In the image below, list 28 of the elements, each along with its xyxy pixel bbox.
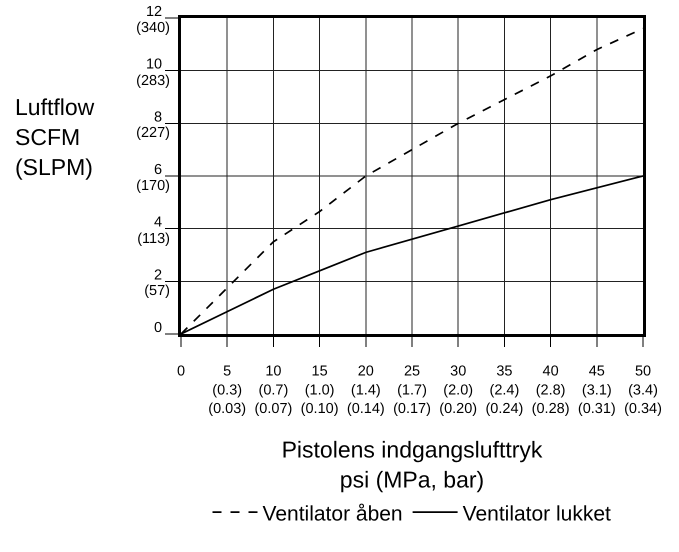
legend-label: Ventilator lukket [462, 502, 612, 526]
y2-tick-label: (57) [144, 283, 170, 300]
x-tick-label: 20 (1.4) (0.14) [346, 363, 385, 418]
x-tick-label: 45 (3.1) (0.31) [578, 363, 616, 418]
y-tick-label: 10 [146, 56, 162, 73]
x-tick-label: 50 (3.4) (0.34) [624, 363, 662, 418]
y-tick-label: 12 [146, 4, 162, 20]
y2-tick-label: (227) [136, 125, 170, 142]
y-tick-label: 2 [154, 267, 162, 284]
y2-tick-label: (170) [136, 178, 170, 194]
x-tick-label: 25 (1.7) (0.17) [393, 363, 431, 418]
y2-tick-label: (283) [136, 73, 170, 90]
y2-axis-title: Luftflow SCFM (SLPM) [15, 94, 95, 180]
x-axis-title: Pistolens indgangslufttryk psi (MPa, bar) [282, 436, 543, 493]
x-tick-label: 35 (2.4) (0.24) [485, 363, 524, 418]
x-tick-label: 0 [176, 363, 186, 380]
y2-tick-label: (340) [136, 20, 170, 36]
x-tick-label: 10 (0.7) (0.07) [254, 363, 292, 418]
y-tick-label: 8 [154, 109, 162, 126]
x-tick-label: 40 (2.8) (0.28) [532, 363, 570, 418]
y-tick-label: 0 [154, 320, 162, 336]
y-tick-label: 6 [154, 162, 162, 178]
x-tick-label: 30 (2.0) (0.20) [439, 363, 478, 418]
y-tick-label: 4 [154, 214, 162, 231]
legend-label: Ventilator åben [262, 502, 403, 526]
x-tick-label: 15 (1.0) (0.10) [300, 363, 339, 418]
y2-tick-label: (113) [137, 231, 170, 248]
x-tick-label: 5 (0.3) (0.03) [208, 363, 246, 418]
